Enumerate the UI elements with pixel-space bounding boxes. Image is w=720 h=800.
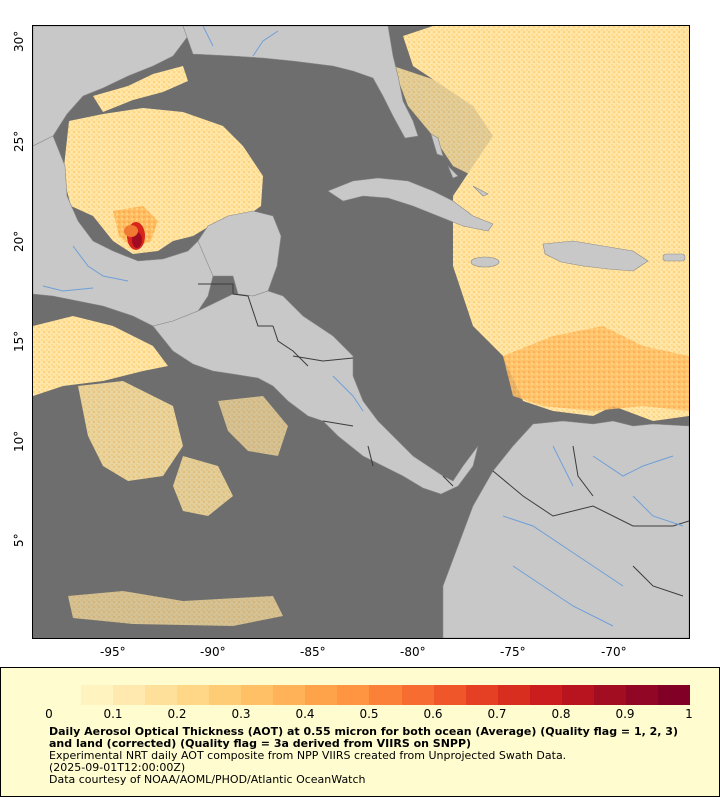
legend-credit: Data courtesy of NOAA/AOML/PHOD/Atlantic… (49, 773, 366, 786)
lat-tick-label: 15° (12, 330, 26, 352)
colorbar-segment (177, 685, 210, 705)
colorbar-segment (625, 685, 658, 705)
legend-panel: 0 0.1 0.2 0.3 0.4 0.5 0.6 0.7 0.8 0.9 1 … (0, 667, 720, 797)
colorbar (49, 685, 690, 705)
aot-pacific-south (68, 591, 283, 626)
border-south-america (492, 470, 689, 527)
legend-title: Daily Aerosol Optical Thickness (AOT) at… (49, 725, 678, 750)
legend-text: Daily Aerosol Optical Thickness (AOT) at… (49, 726, 689, 786)
aot-map (33, 26, 689, 638)
lat-tick-label: 10° (12, 430, 26, 452)
colorbar-tick: 1 (685, 707, 693, 721)
colorbar-segment (401, 685, 434, 705)
land-south-america (442, 420, 689, 638)
border-nicaragua-costarica (322, 420, 354, 427)
colorbar-segment (241, 685, 274, 705)
colorbar-tick: 0.6 (423, 707, 443, 721)
border-panama-colombia (442, 475, 454, 487)
aot-hotspot-orange (124, 225, 138, 237)
colorbar-segment (337, 685, 370, 705)
aot-gulf-north (93, 66, 188, 112)
border-guatemala-honduras (272, 325, 309, 367)
land-puerto-rico (662, 253, 686, 262)
aot-data-layer (33, 26, 689, 626)
colorbar-segment (465, 685, 498, 705)
lon-tick-label: -80° (400, 645, 426, 659)
colorbar-segment (369, 685, 402, 705)
rivers (42, 26, 684, 627)
colorbar-tick: 0.7 (487, 707, 507, 721)
colorbar-segment (657, 685, 690, 705)
border-mexico-guatemala (198, 283, 273, 327)
lat-tick-label: 5° (12, 533, 26, 547)
colorbar-segment (273, 685, 306, 705)
land-central-america (152, 290, 479, 495)
colorbar-segment (497, 685, 530, 705)
colorbar-segment (593, 685, 626, 705)
lat-tick-label: 30° (12, 30, 26, 52)
lon-tick-label: -75° (500, 645, 526, 659)
aot-pacific-scatter-3 (218, 396, 288, 456)
colorbar-segment (561, 685, 594, 705)
legend-timestamp: (2025-09-01T12:00:00Z) (49, 761, 186, 774)
land-yucatan (197, 210, 282, 297)
lat-tick-label: 20° (12, 230, 26, 252)
border-honduras-nicaragua (292, 355, 354, 362)
aot-atlantic-northeast (403, 26, 689, 421)
colorbar-segment (81, 685, 114, 705)
land-bahamas (430, 133, 489, 197)
land-hispaniola (542, 240, 649, 272)
colorbar-segment (305, 685, 338, 705)
lon-tick-label: -70° (601, 645, 627, 659)
border-venezuela-brazil (632, 565, 684, 597)
colorbar-tick: 0 (45, 707, 53, 721)
legend-subtitle: Experimental NRT daily AOT composite fro… (49, 749, 567, 762)
colorbar-tick: 0.2 (167, 707, 187, 721)
land-jamaica (470, 256, 500, 268)
aot-gulf-region (63, 108, 263, 254)
lat-tick-label: 25° (12, 130, 26, 152)
colorbar-segment (433, 685, 466, 705)
colorbar-segment (49, 685, 82, 705)
land-us-southeast (182, 26, 419, 139)
colorbar-segment (113, 685, 146, 705)
colorbar-segment (145, 685, 178, 705)
map-panel (32, 25, 690, 639)
aot-pacific-scatter-2 (173, 456, 233, 516)
border-costarica-panama (367, 445, 374, 467)
border-venezuela-colombia (572, 445, 594, 497)
colorbar-tick: 0.9 (615, 707, 635, 721)
aot-florida-bands (393, 66, 503, 176)
aot-pacific-scatter-1 (78, 381, 183, 481)
colorbar-tick: 0.4 (295, 707, 315, 721)
colorbar-segment (529, 685, 562, 705)
country-borders (198, 283, 689, 597)
colorbar-tick: 0.5 (359, 707, 379, 721)
colorbar-tick: 0.8 (551, 707, 571, 721)
lon-tick-label: -90° (200, 645, 226, 659)
land-layer (33, 26, 689, 638)
aot-caribbean-orange (503, 326, 689, 411)
land-cuba (327, 177, 494, 232)
lon-tick-label: -95° (100, 645, 126, 659)
lon-tick-label: -85° (300, 645, 326, 659)
colorbar-tick: 0.3 (231, 707, 251, 721)
aot-pacific-north (33, 316, 168, 396)
colorbar-segment (209, 685, 242, 705)
colorbar-tick: 0.1 (103, 707, 123, 721)
